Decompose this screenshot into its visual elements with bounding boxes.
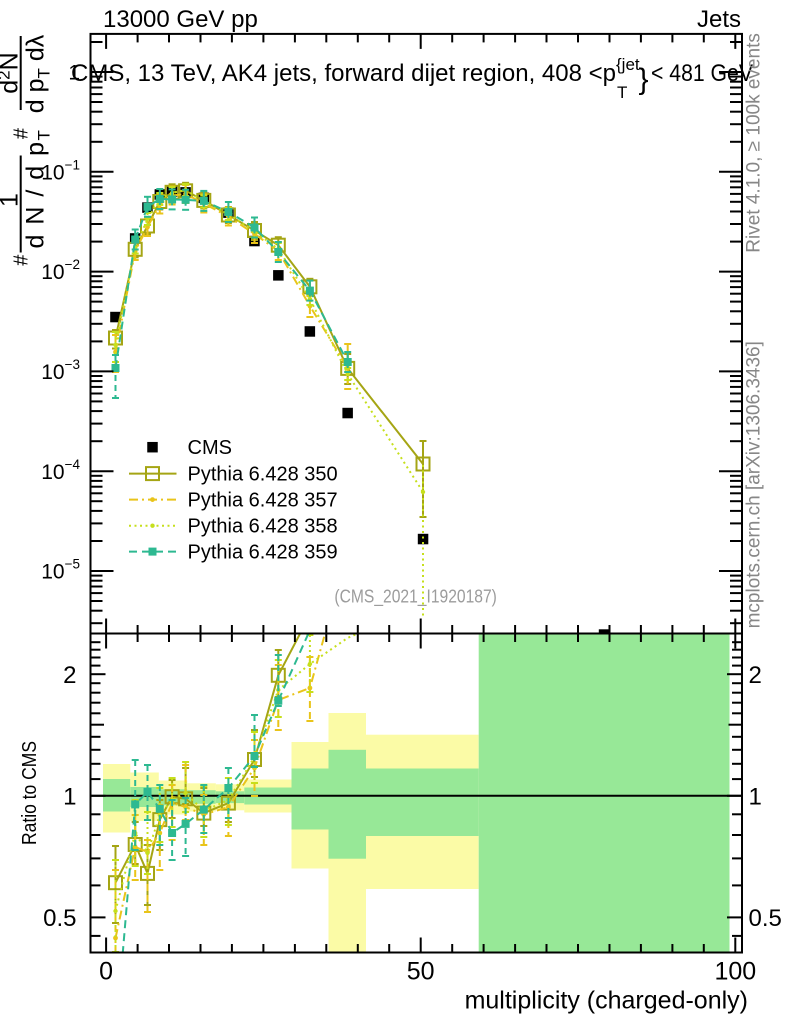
svg-text:1: 1 — [749, 784, 762, 811]
svg-text:mcplots.cern.ch [arXiv:1306.34: mcplots.cern.ch [arXiv:1306.3436] — [744, 341, 765, 628]
svg-text:0.5: 0.5 — [749, 905, 782, 932]
svg-text:Pythia 6.428 358: Pythia 6.428 358 — [188, 516, 338, 538]
svg-text:Pythia 6.428 357: Pythia 6.428 357 — [188, 490, 338, 512]
svg-text:Pythia 6.428 359: Pythia 6.428 359 — [188, 542, 338, 564]
svg-text:1: 1 — [68, 62, 80, 85]
svg-text:< 481 GeV: < 481 GeV — [651, 60, 753, 87]
svg-text:100: 100 — [714, 957, 756, 985]
svg-text:multiplicity (charged-only): multiplicity (charged-only) — [465, 987, 748, 1015]
svg-text:T: T — [617, 83, 627, 102]
svg-text:}: } — [639, 63, 649, 96]
svg-text:2: 2 — [63, 662, 76, 689]
svg-text:#: # — [11, 254, 33, 266]
svg-text:50: 50 — [407, 957, 435, 985]
svg-text:1: 1 — [0, 193, 24, 207]
svg-text:0: 0 — [99, 957, 113, 985]
svg-text:1: 1 — [63, 784, 76, 811]
svg-text:CMS, 13 TeV, AK4 jets, forward: CMS, 13 TeV, AK4 jets, forward dijet reg… — [71, 60, 616, 87]
svg-text:0.5: 0.5 — [43, 905, 76, 932]
svg-text:Ratio to CMS: Ratio to CMS — [19, 741, 41, 845]
svg-text:d2N: d2N — [0, 52, 24, 93]
svg-text:Pythia 6.428 350: Pythia 6.428 350 — [188, 464, 338, 486]
svg-text:#: # — [11, 127, 33, 139]
svg-text:{jet: {jet — [616, 55, 640, 74]
svg-text:(CMS_2021_I1920187): (CMS_2021_I1920187) — [334, 587, 497, 608]
svg-text:d N / d pT: d N / d pT — [22, 129, 54, 249]
svg-text:Jets: Jets — [697, 6, 741, 33]
svg-text:Rivet 4.1.0, ≥ 100k events: Rivet 4.1.0, ≥ 100k events — [744, 33, 765, 253]
svg-text:2: 2 — [749, 662, 762, 689]
svg-text:CMS: CMS — [188, 437, 232, 459]
svg-text:13000 GeV pp: 13000 GeV pp — [103, 6, 258, 33]
